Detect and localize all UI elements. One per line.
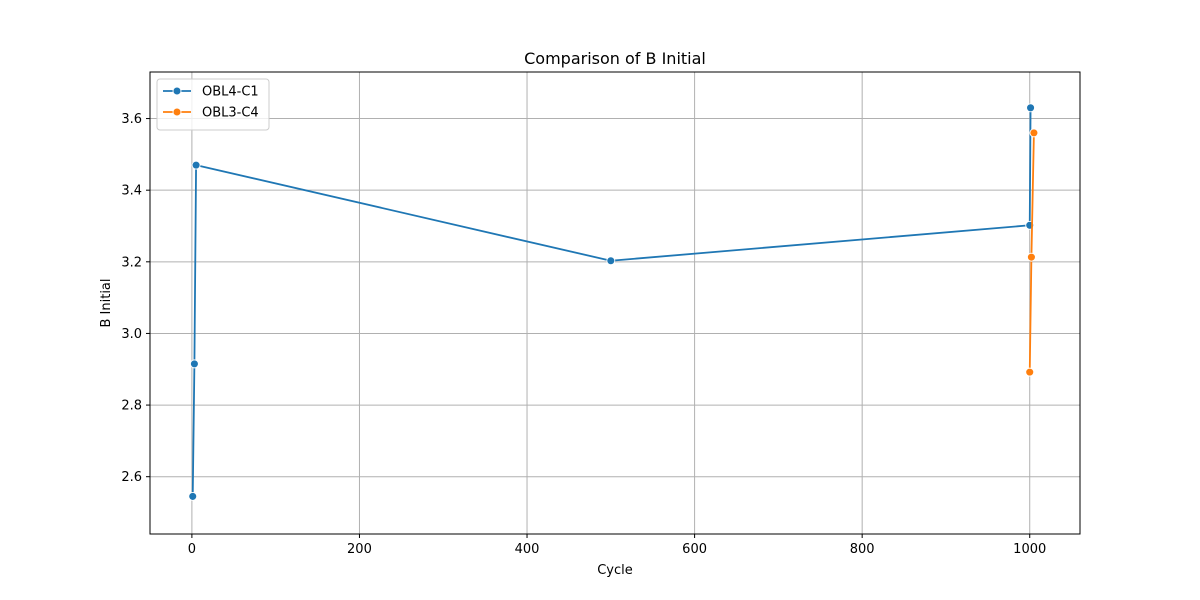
y-tick-label: 2.6 [121, 470, 142, 485]
data-point [191, 160, 201, 170]
y-tick-label: 3.2 [121, 255, 142, 270]
y-axis: 2.6 2.8 3.0 3.2 3.4 3.6 [121, 112, 150, 485]
y-tick-label: 3.6 [121, 112, 142, 127]
legend-swatch-marker [172, 86, 182, 96]
data-point [1029, 128, 1039, 138]
x-tick-label: 800 [850, 542, 875, 557]
y-tick-label: 3.4 [121, 184, 142, 199]
x-tick-label: 400 [515, 542, 540, 557]
y-axis-title: B Initial [99, 278, 114, 327]
data-point [188, 491, 198, 501]
legend-item: OBL4-C1 [163, 85, 259, 100]
y-tick-label: 2.8 [121, 399, 142, 414]
series-obl3-c4 [1025, 128, 1039, 377]
x-tick-label: 600 [682, 542, 707, 557]
x-axis: 0 200 400 600 800 1000 [188, 534, 1046, 557]
series-line [191, 107, 1032, 497]
y-tick-label: 3.0 [121, 327, 142, 342]
legend: OBL4-C1 OBL3-C4 [156, 78, 270, 131]
x-tick-label: 200 [347, 542, 372, 557]
chart-title: Comparison of B Initial [524, 49, 706, 68]
x-axis-title: Cycle [597, 563, 633, 578]
data-point [1026, 252, 1036, 262]
series-layer [188, 103, 1039, 501]
plot-frame [149, 71, 1081, 535]
legend-swatch-marker [172, 107, 182, 117]
legend-label: OBL4-C1 [202, 85, 259, 100]
data-point [606, 256, 616, 266]
x-tick-label: 1000 [1013, 542, 1046, 557]
data-point [189, 359, 199, 369]
x-tick-label: 0 [188, 542, 196, 557]
legend-label: OBL3-C4 [202, 106, 259, 121]
data-point [1026, 103, 1036, 113]
legend-item: OBL3-C4 [163, 106, 259, 121]
data-point [1025, 367, 1035, 377]
